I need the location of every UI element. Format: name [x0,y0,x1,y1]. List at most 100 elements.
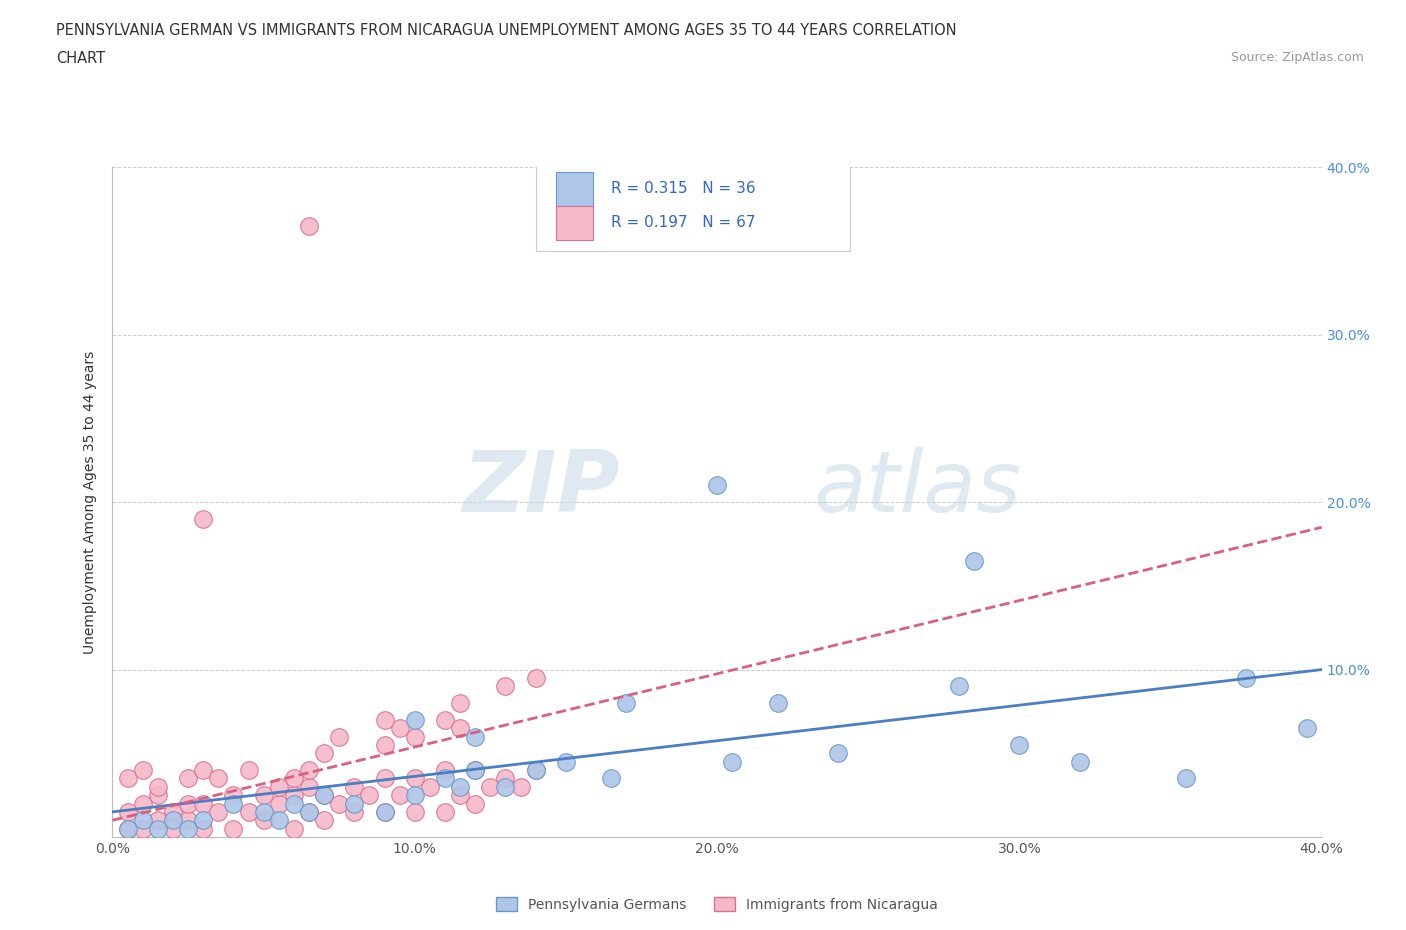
Point [433,763,456,777]
Point [191,813,214,828]
Point [495,779,517,794]
Point [298,804,321,819]
Point [464,763,486,777]
Point [464,763,486,777]
Point [433,712,456,727]
Point [253,804,276,819]
Point [388,721,411,736]
Text: R = 0.197   N = 67: R = 0.197 N = 67 [610,216,755,231]
Point [343,796,366,811]
Point [177,821,200,836]
Point [404,729,426,744]
Point [706,478,728,493]
Point [554,754,576,769]
Point [238,763,260,777]
Text: CHART: CHART [56,51,105,66]
Point [177,771,200,786]
Point [283,771,305,786]
FancyBboxPatch shape [557,206,592,240]
Point [343,804,366,819]
Point [207,771,229,786]
Point [374,771,396,786]
Point [827,746,849,761]
Point [388,788,411,803]
Point [267,796,290,811]
Point [298,763,321,777]
Point [222,821,245,836]
Point [433,771,456,786]
Point [132,821,155,836]
Point [283,796,305,811]
Point [1008,737,1031,752]
Point [222,788,245,803]
Point [1295,721,1317,736]
Point [479,779,502,794]
FancyBboxPatch shape [557,172,592,206]
Point [253,788,276,803]
Point [298,804,321,819]
Point [146,821,169,836]
Text: R = 0.315   N = 36: R = 0.315 N = 36 [610,181,755,196]
Point [117,821,139,836]
Point [283,821,305,836]
Point [404,804,426,819]
Point [162,813,184,828]
Point [177,796,200,811]
Point [162,804,184,819]
Point [314,788,336,803]
Point [766,696,789,711]
Point [524,763,547,777]
Point [132,763,155,777]
Point [948,679,970,694]
Point [374,737,396,752]
Text: atlas: atlas [814,447,1022,530]
Point [191,763,214,777]
Point [509,779,531,794]
Point [524,763,547,777]
Point [495,679,517,694]
Point [132,813,155,828]
Point [419,779,441,794]
Point [328,796,350,811]
Point [146,779,169,794]
Point [464,729,486,744]
Point [359,788,381,803]
Point [449,779,471,794]
Point [963,553,986,568]
Point [721,754,744,769]
Point [207,804,229,819]
Point [191,512,214,526]
Point [449,721,471,736]
Text: ZIP: ZIP [463,447,620,530]
Point [314,813,336,828]
Point [374,804,396,819]
Point [238,804,260,819]
Point [374,712,396,727]
Point [464,796,486,811]
Point [298,219,321,233]
Point [146,788,169,803]
Text: PENNSYLVANIA GERMAN VS IMMIGRANTS FROM NICARAGUA UNEMPLOYMENT AMONG AGES 35 TO 4: PENNSYLVANIA GERMAN VS IMMIGRANTS FROM N… [56,23,957,38]
Point [1174,771,1197,786]
Point [314,746,336,761]
Point [117,804,139,819]
Point [253,813,276,828]
Point [449,788,471,803]
Point [283,788,305,803]
Point [600,771,623,786]
Point [267,779,290,794]
Point [132,796,155,811]
Point [616,696,638,711]
Point [146,813,169,828]
Point [117,771,139,786]
Y-axis label: Unemployment Among Ages 35 to 44 years: Unemployment Among Ages 35 to 44 years [83,351,97,654]
Point [433,804,456,819]
Point [191,796,214,811]
Point [495,771,517,786]
Point [328,729,350,744]
Text: Source: ZipAtlas.com: Source: ZipAtlas.com [1230,51,1364,64]
Point [117,821,139,836]
Point [177,813,200,828]
Point [222,796,245,811]
Point [404,771,426,786]
